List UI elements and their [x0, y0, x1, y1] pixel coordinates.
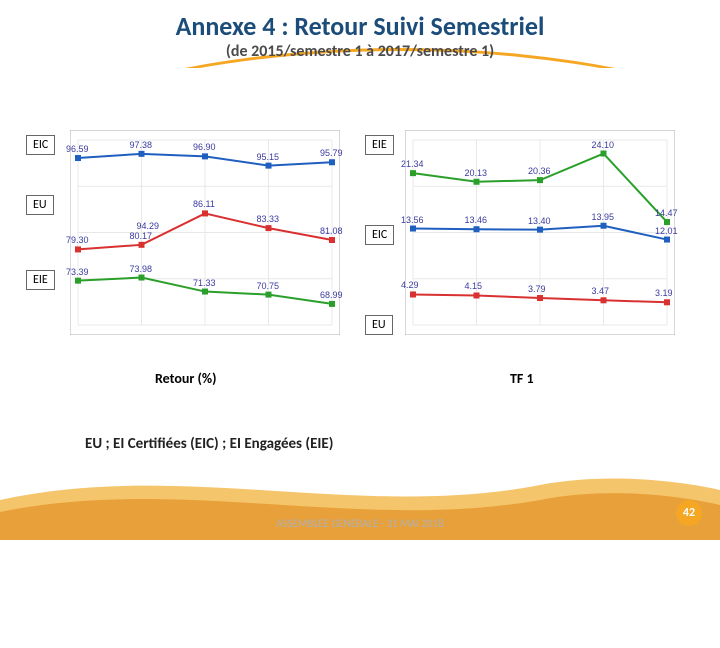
point-label: 68.99 [320, 290, 343, 300]
chart-tf1: 21.3420.1320.3624.1014.4713.5613.4613.40… [405, 130, 675, 335]
label-eie-right: EIE [365, 135, 394, 155]
point-label: 13.40 [528, 216, 551, 226]
point-label: 4.15 [465, 281, 483, 291]
point-label: 86.11 [193, 199, 215, 209]
label-eu-left: EU [26, 195, 54, 215]
label-eie-left: EIE [26, 270, 55, 290]
point-label: 97.38 [130, 140, 153, 150]
point-label: 81.08 [320, 226, 343, 236]
point-label: 3.19 [655, 288, 673, 298]
label-eic-left: EIC [26, 135, 55, 155]
point-label: 13.46 [465, 215, 488, 225]
point-label: 96.59 [66, 144, 89, 154]
point-label: 3.79 [528, 284, 546, 294]
point-label: 96.90 [193, 142, 216, 152]
footer-text: ASSEMBLEE GENERALE - 31 MAI 2018 [0, 517, 720, 530]
point-label: 13.95 [592, 212, 615, 222]
point-label: 21.34 [401, 159, 424, 169]
point-label: 71.33 [193, 278, 216, 288]
point-label: 14.47 [655, 208, 678, 218]
point-label: 20.13 [465, 168, 488, 178]
point-label: 73.39 [66, 267, 89, 277]
label-eic-right: EIC [365, 225, 394, 245]
legend-note: EU ; EI Certifiées (EIC) ; EI Engagées (… [85, 435, 333, 453]
page-subtitle: (de 2015/semestre 1 à 2017/semestre 1) [0, 42, 720, 61]
chart-retour: 96.5997.3896.9095.1595.7979.3080.1786.11… [70, 130, 340, 335]
axis-label-retour: Retour (%) [155, 370, 216, 387]
point-label: 13.56 [401, 215, 424, 225]
axis-label-tf1: TF 1 [510, 370, 534, 387]
point-label: 73.98 [130, 264, 153, 274]
point-label: 95.15 [257, 152, 280, 162]
point-label: 3.47 [592, 286, 610, 296]
point-label: 95.79 [320, 148, 343, 158]
point-label: 83.33 [257, 214, 280, 224]
page-number: 42 [676, 500, 702, 526]
point-label: 79.30 [66, 235, 89, 245]
point-label: 24.10 [592, 140, 615, 150]
point-label: 80.17 [130, 231, 153, 241]
point-label: 4.29 [401, 280, 419, 290]
label-eu-right: EU [365, 315, 393, 335]
page-title: Annexe 4 : Retour Suivi Semestriel [0, 10, 720, 42]
point-label: 12.01 [655, 226, 678, 236]
point-label: 20.36 [528, 166, 551, 176]
point-label: 70.75 [257, 281, 280, 291]
point-label: 94.29 [137, 221, 160, 231]
